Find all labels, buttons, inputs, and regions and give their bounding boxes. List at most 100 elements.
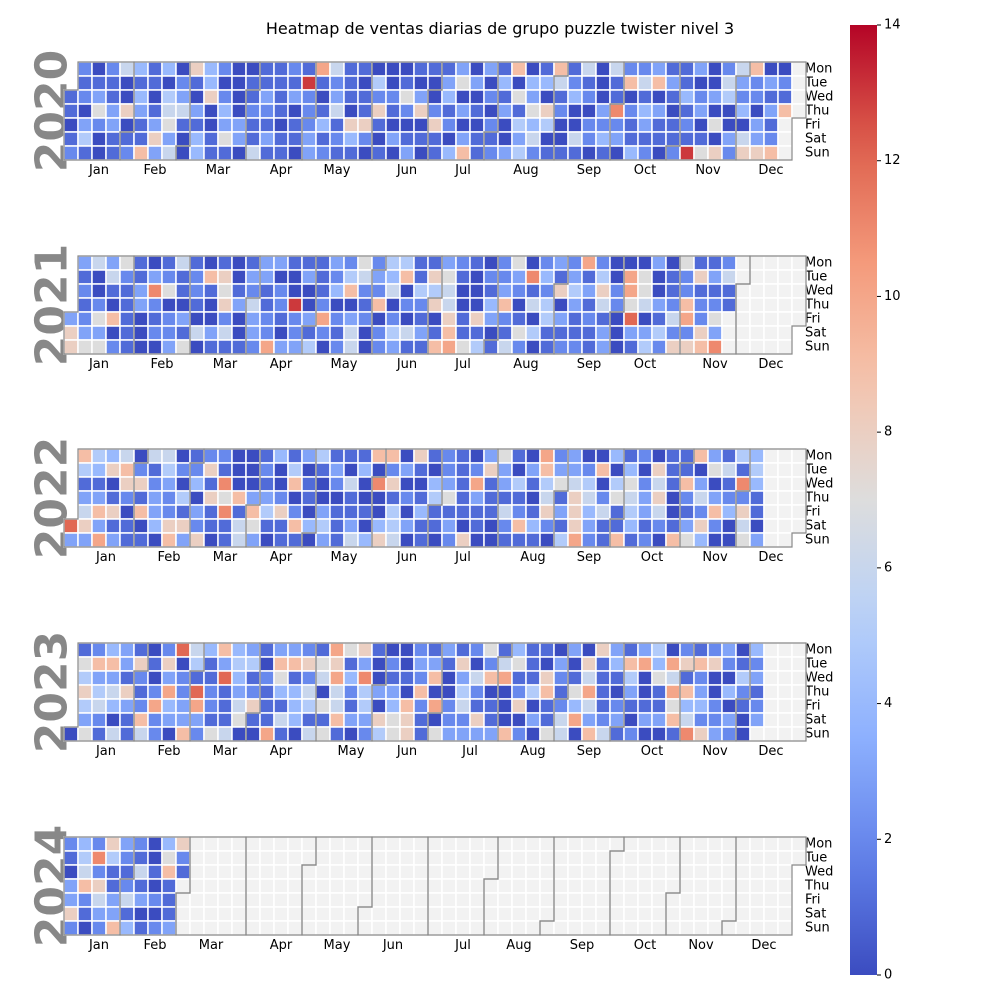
- day-cell: [721, 297, 737, 313]
- day-label-thu: Thu: [804, 491, 829, 506]
- day-cell: [749, 878, 765, 894]
- day-cell: [119, 131, 135, 147]
- day-cell: [189, 297, 205, 313]
- day-cell: [133, 476, 149, 492]
- day-cell: [469, 145, 485, 161]
- day-cell: [161, 269, 177, 285]
- day-cell: [147, 311, 163, 327]
- day-cell: [343, 117, 359, 133]
- day-cell: [91, 325, 107, 341]
- day-cell: [721, 836, 737, 852]
- day-cell: [539, 518, 555, 534]
- day-cell: [189, 698, 205, 714]
- day-cell: [357, 864, 373, 880]
- day-cell: [287, 712, 303, 728]
- day-cell: [525, 656, 541, 672]
- day-cell: [105, 920, 121, 936]
- day-cell: [721, 892, 737, 908]
- day-cell: [357, 684, 373, 700]
- day-cell: [595, 103, 611, 119]
- day-cell: [189, 892, 205, 908]
- day-label-mon: Mon: [805, 643, 832, 658]
- day-cell: [385, 339, 401, 355]
- day-cell: [749, 89, 765, 105]
- day-cell: [77, 311, 93, 327]
- day-cell: [357, 698, 373, 714]
- day-cell: [91, 145, 107, 161]
- day-cell: [357, 255, 373, 271]
- day-cell: [329, 670, 345, 686]
- day-cell: [371, 75, 387, 91]
- day-cell: [385, 89, 401, 105]
- day-cell: [245, 712, 261, 728]
- day-cell: [441, 864, 457, 880]
- day-cell: [651, 476, 667, 492]
- day-cell: [273, 504, 289, 520]
- day-cell: [63, 117, 79, 133]
- day-cell: [791, 75, 807, 91]
- day-cell: [231, 656, 247, 672]
- day-cell: [427, 103, 443, 119]
- day-cell: [721, 255, 737, 271]
- day-cell: [637, 462, 653, 478]
- day-cell: [147, 504, 163, 520]
- month-label-apr: Apr: [270, 357, 293, 372]
- day-cell: [693, 504, 709, 520]
- day-cell: [665, 656, 681, 672]
- day-cell: [525, 311, 541, 327]
- day-cell: [441, 642, 457, 658]
- day-cell: [371, 476, 387, 492]
- day-cell: [525, 75, 541, 91]
- day-cell: [469, 103, 485, 119]
- day-cell: [343, 325, 359, 341]
- day-cell: [119, 656, 135, 672]
- month-label-feb: Feb: [157, 744, 180, 759]
- day-cell: [147, 518, 163, 534]
- day-cell: [497, 906, 513, 922]
- day-cell: [147, 462, 163, 478]
- day-cell: [609, 532, 625, 548]
- day-cell: [609, 311, 625, 327]
- day-cell: [665, 131, 681, 147]
- day-cell: [469, 518, 485, 534]
- day-cell: [595, 325, 611, 341]
- day-cell: [357, 642, 373, 658]
- day-cell: [119, 448, 135, 464]
- day-cell: [385, 920, 401, 936]
- day-cell: [231, 920, 247, 936]
- day-cell: [399, 448, 415, 464]
- day-cell: [707, 311, 723, 327]
- day-cell: [441, 297, 457, 313]
- day-cell: [77, 283, 93, 299]
- day-cell: [189, 684, 205, 700]
- day-cell: [273, 920, 289, 936]
- day-cell: [791, 712, 807, 728]
- day-cell: [665, 712, 681, 728]
- day-cell: [231, 339, 247, 355]
- day-cell: [511, 670, 527, 686]
- day-cell: [511, 906, 527, 922]
- day-label-tue: Tue: [804, 851, 827, 866]
- day-cell: [77, 836, 93, 852]
- day-cell: [539, 145, 555, 161]
- day-cell: [707, 117, 723, 133]
- day-cell: [161, 448, 177, 464]
- day-cell: [259, 684, 275, 700]
- day-cell: [217, 311, 233, 327]
- day-cell: [693, 131, 709, 147]
- day-cell: [371, 656, 387, 672]
- day-cell: [679, 864, 695, 880]
- day-cell: [175, 339, 191, 355]
- day-cell: [721, 642, 737, 658]
- day-cell: [581, 145, 597, 161]
- day-cell: [539, 283, 555, 299]
- day-cell: [553, 642, 569, 658]
- colorbar-tick-label: 4: [884, 696, 892, 711]
- day-cell: [385, 476, 401, 492]
- day-cell: [343, 490, 359, 506]
- day-cell: [399, 476, 415, 492]
- month-label-feb: Feb: [143, 163, 166, 178]
- day-cell: [357, 131, 373, 147]
- day-cell: [595, 532, 611, 548]
- day-cell: [427, 712, 443, 728]
